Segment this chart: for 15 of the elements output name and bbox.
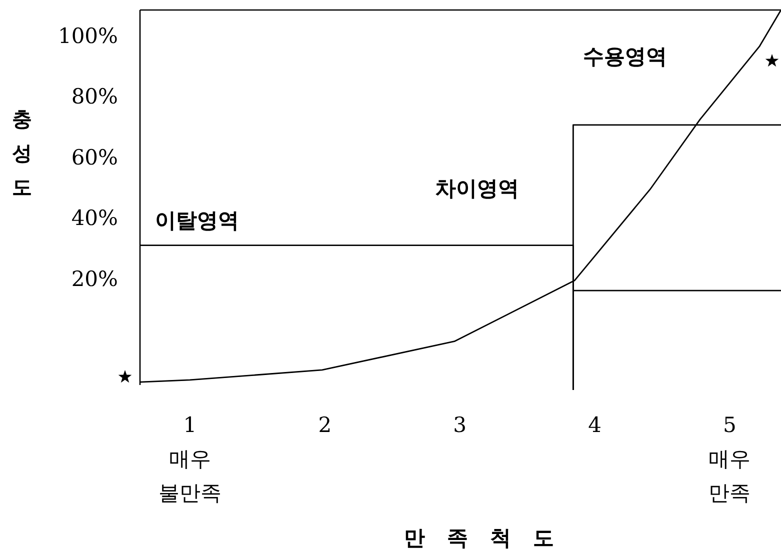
y-tick-label: 100%	[58, 24, 118, 48]
x-tick-label: 3	[453, 413, 467, 437]
annotation: 이탈영역	[155, 207, 239, 232]
y-tick-label: 80%	[71, 84, 118, 109]
x-tick-label: 4	[588, 413, 602, 437]
y-tick-label: 60%	[71, 145, 118, 170]
x-axis-title: 만족척도	[404, 525, 576, 550]
x-tick-label: 5 매우 만족	[708, 413, 751, 505]
x-tick-label: 1 매우 불만족	[158, 413, 222, 505]
y-tick-label: 40%	[71, 206, 118, 230]
y-tick-label: 20%	[71, 267, 118, 292]
annotation: 수용영역	[583, 43, 667, 68]
x-tick-label: 2	[318, 413, 332, 437]
y-axis-title: 충성도	[12, 107, 32, 199]
annotation: 차이영역	[435, 175, 519, 200]
